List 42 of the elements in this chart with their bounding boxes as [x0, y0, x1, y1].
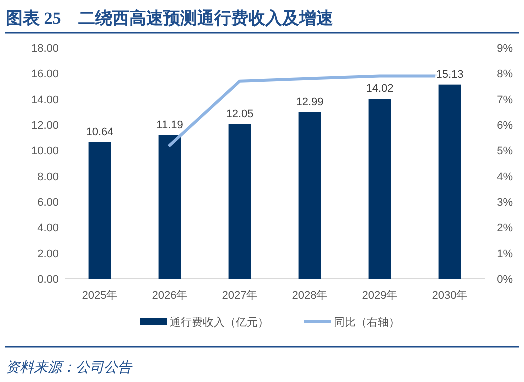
y-tick-label: 10.00	[31, 146, 59, 158]
y-tick-label: 8.00	[38, 171, 59, 184]
x-tick-label: 2025年	[82, 290, 118, 302]
y2-tick-label: 5%	[497, 146, 514, 158]
y2-tick-label: 6%	[497, 120, 514, 132]
bar	[228, 124, 252, 279]
y2-tick-label: 9%	[497, 43, 514, 55]
bar	[438, 84, 462, 279]
y-tick-label: 12.00	[31, 120, 59, 132]
data-label: 12.05	[226, 108, 254, 120]
y-tick-label: 14.00	[31, 94, 59, 106]
y-tick-label: 6.00	[38, 197, 59, 209]
data-label: 14.02	[366, 83, 394, 96]
y2-tick-label: 4%	[497, 171, 514, 184]
x-tick-label: 2027年	[222, 290, 258, 302]
text: 资料来源：公司公告	[6, 360, 133, 376]
y-tick-label: 18.00	[31, 43, 59, 55]
x-tick-label: 2030年	[432, 290, 468, 302]
y-tick-label: 16.00	[31, 68, 59, 81]
bar	[368, 99, 392, 279]
data-label: 12.99	[296, 96, 324, 108]
x-tick-label: 2028年	[292, 290, 328, 302]
data-label: 10.64	[86, 126, 114, 138]
y2-tick-label: 3%	[497, 197, 514, 209]
title: 图表 25 二绕西高速预测通行费收入及增速	[6, 9, 334, 28]
bar	[88, 142, 112, 279]
bar	[158, 135, 182, 279]
y-tick-label: 2.00	[38, 248, 59, 260]
data-label: 11.19	[156, 119, 184, 132]
y2-tick-label: 0%	[497, 274, 514, 286]
y2-tick-label: 2%	[497, 222, 514, 235]
y2-tick-label: 7%	[497, 94, 514, 106]
y2-tick-label: 8%	[497, 68, 514, 81]
y-tick-label: 0.00	[38, 274, 59, 286]
legend-label: 通行费收入（亿元）	[170, 316, 269, 329]
x-tick-label: 2029年	[362, 290, 398, 302]
x-tick-label: 2026年	[152, 290, 188, 302]
bar	[298, 112, 322, 279]
data-label: 15.13	[436, 68, 464, 81]
y2-tick-label: 1%	[497, 248, 514, 260]
y-tick-label: 4.00	[38, 222, 59, 235]
legend-label: 同比（右轴）	[334, 316, 400, 329]
